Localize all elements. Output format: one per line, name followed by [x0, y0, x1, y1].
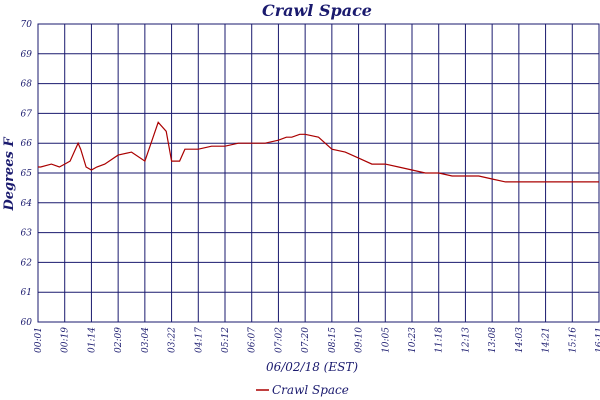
x-tick-label: 00:01	[34, 327, 44, 353]
x-tick-label: 08:15	[328, 327, 338, 353]
x-tick-label: 15:16	[568, 327, 578, 353]
x-tick-label: 04:17	[194, 327, 204, 353]
y-tick-label: 70	[21, 20, 33, 30]
x-tick-label: 13:08	[488, 327, 498, 353]
y-tick-labels: 60 61 62 63 64 65 66 67 68 69 70	[21, 20, 33, 328]
y-tick-label: 68	[21, 80, 33, 90]
x-tick-label: 01:14	[87, 327, 97, 353]
x-tick-label: 06:07	[248, 327, 258, 353]
x-tick-labels: 00:01 00:19 01:14 02:09 03:04 03:22 04:17 05:12…	[34, 327, 600, 353]
legend-label: Crawl Space	[272, 383, 349, 397]
y-tick-label: 65	[21, 169, 33, 179]
x-tick-label: 10:23	[408, 327, 418, 353]
x-tick-label: 03:22	[168, 327, 178, 353]
x-tick-label: 11:18	[435, 327, 445, 353]
x-tick-label: 09:10	[355, 327, 365, 353]
x-tick-label: 16:11	[595, 327, 600, 353]
chart-title: Crawl Space	[262, 1, 372, 20]
y-tick-label: 66	[21, 139, 33, 149]
y-tick-label: 61	[21, 288, 32, 298]
x-tick-label: 00:19	[61, 327, 71, 353]
legend: Crawl Space	[256, 383, 349, 397]
x-tick-label: 10:05	[381, 327, 391, 353]
grid-lines	[37, 23, 600, 323]
y-tick-label: 60	[21, 318, 33, 328]
series-line	[38, 121, 599, 183]
x-tick-label: 07:02	[274, 327, 284, 353]
x-tick-label: 14:03	[515, 327, 525, 353]
y-tick-label: 69	[21, 50, 33, 60]
series-layer	[38, 121, 599, 183]
y-tick-label: 63	[21, 229, 33, 239]
x-axis-label: 06/02/18 (EST)	[266, 360, 358, 374]
x-tick-label: 12:13	[461, 327, 471, 353]
x-tick-label: 05:12	[221, 327, 231, 353]
y-tick-label: 62	[21, 258, 33, 268]
x-tick-label: 02:09	[114, 327, 124, 353]
y-tick-label: 64	[21, 199, 33, 209]
x-tick-label: 14:21	[542, 327, 552, 353]
y-tick-label: 67	[21, 109, 33, 119]
x-tick-label: 03:04	[141, 327, 151, 353]
x-tick-label: 07:20	[301, 327, 311, 353]
y-axis-label: Degrees F	[2, 137, 17, 212]
